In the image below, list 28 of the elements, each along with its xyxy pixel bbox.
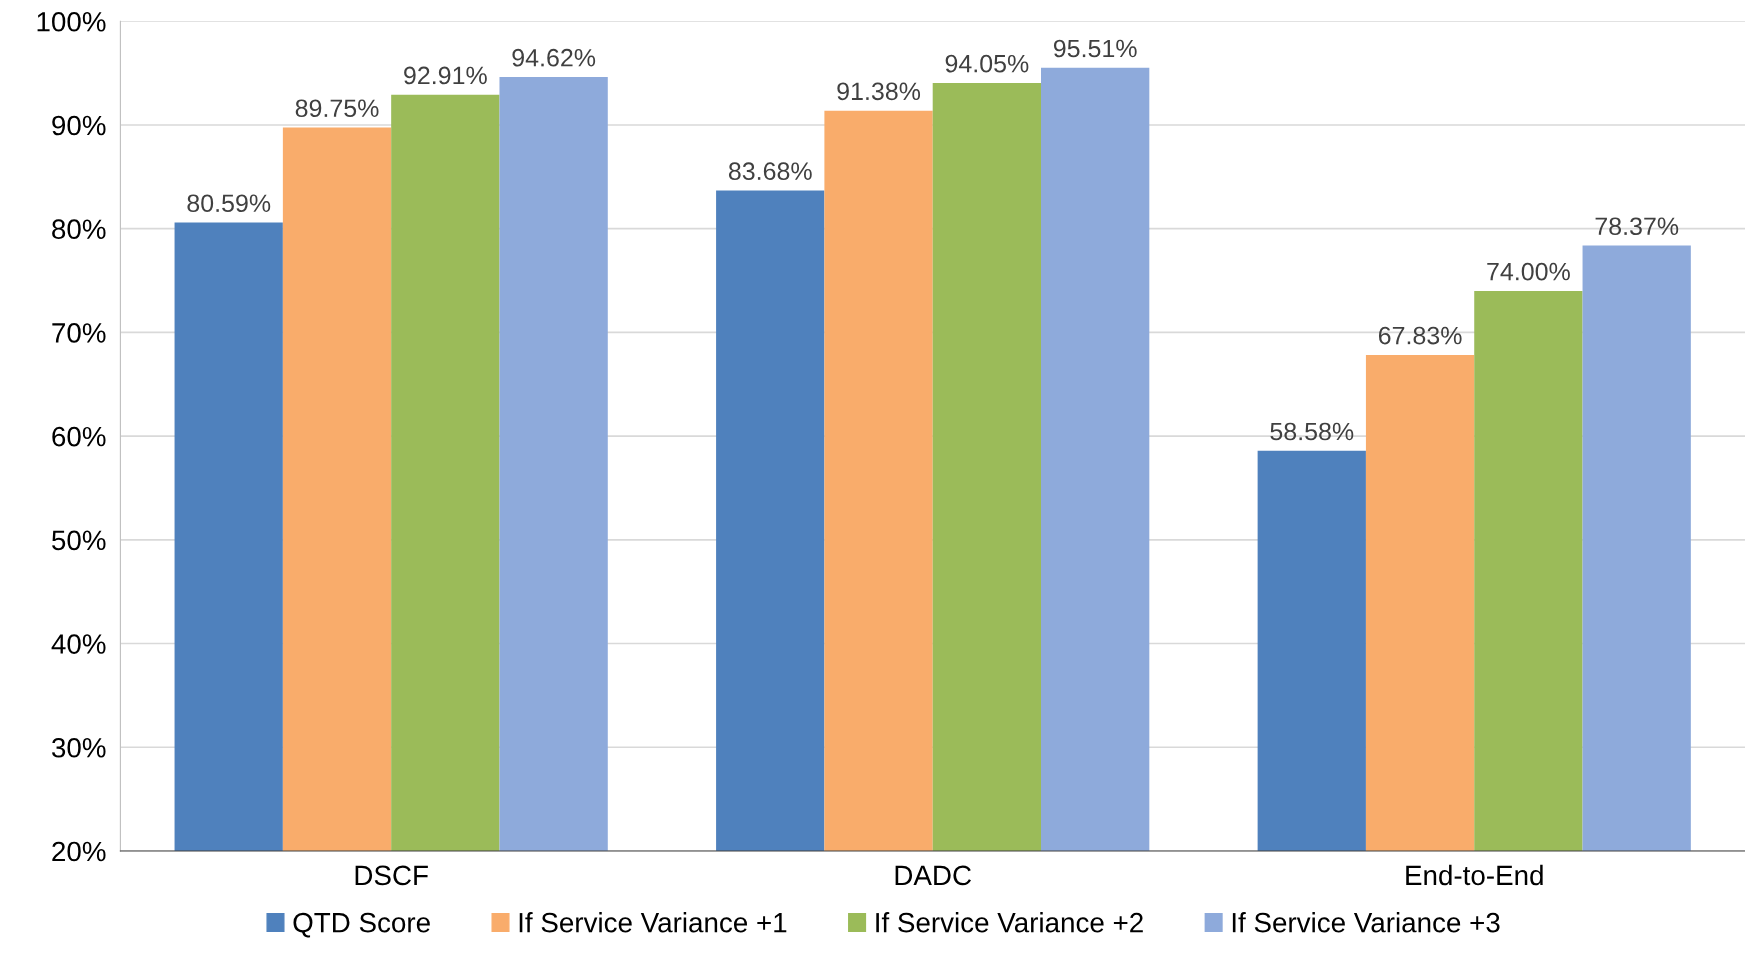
y-tick-label: 50%: [52, 530, 106, 551]
data-label: 89.75%: [295, 99, 379, 118]
data-label: 94.05%: [945, 54, 1029, 73]
data-label: 67.83%: [1378, 326, 1462, 345]
data-label: 83.68%: [728, 162, 812, 181]
data-label: 78.37%: [1595, 217, 1679, 236]
data-label: 95.51%: [1053, 39, 1137, 58]
data-label: 91.38%: [837, 82, 921, 101]
y-tick-label: 30%: [51, 737, 106, 758]
x-tick-label: DSCF: [355, 865, 428, 886]
y-tick-label: 20%: [52, 841, 106, 862]
data-label: 80.59%: [187, 194, 271, 213]
y-tick-label: 80%: [52, 219, 106, 240]
y-tick-label: 100%: [37, 11, 106, 32]
legend-label: If Service Variance +1: [519, 912, 787, 933]
data-label: 92.91%: [404, 66, 487, 85]
legend-label: QTD Score: [293, 912, 430, 938]
y-tick-label: 60%: [52, 426, 106, 447]
legend-label: If Service Variance +3: [1232, 912, 1500, 933]
data-label: 94.62%: [512, 48, 596, 67]
y-tick-label: 90%: [52, 115, 106, 136]
x-tick-label: End-to-End: [1406, 864, 1543, 886]
data-label: 58.58%: [1270, 422, 1354, 441]
legend-label: If Service Variance +2: [876, 912, 1143, 933]
y-tick-label: 40%: [51, 634, 106, 654]
y-tick-label: 70%: [52, 323, 106, 343]
data-label: 74.00%: [1487, 262, 1570, 281]
x-tick-label: DADC: [895, 865, 971, 886]
